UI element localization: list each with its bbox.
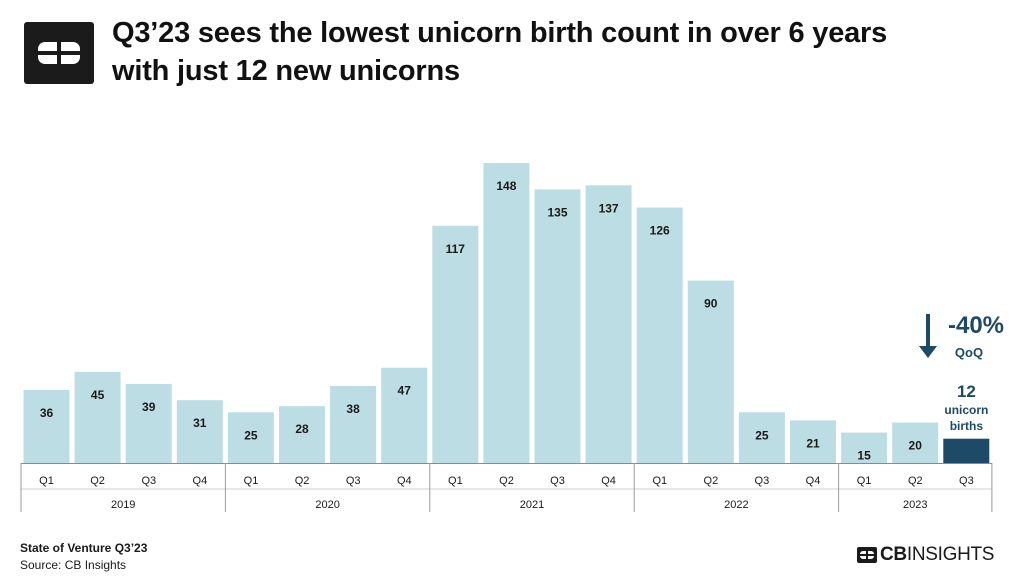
cb-insights-brand: CBINSIGHTS [857,544,994,566]
bar-value-label: 36 [40,406,54,420]
chart-title-line1: Q3’23 sees the lowest unicorn birth coun… [112,17,888,49]
bar [585,185,632,464]
bar [841,432,888,463]
highlight-value: 12 [957,382,976,401]
year-label: 2019 [111,499,135,511]
bar-value-label: 90 [704,297,718,311]
bar-value-label: 39 [142,400,156,414]
bar-value-label: 28 [295,422,309,436]
x-tick-label: Q2 [90,475,105,487]
x-tick-label: Q4 [806,475,821,487]
footer-source: Source: CB Insights [20,558,127,572]
bar-value-label: 38 [346,402,360,416]
bar-value-label: 137 [599,201,619,215]
bar-value-label: 117 [446,242,466,256]
qoq-change-value: -40% [948,312,1004,339]
x-tick-label: Q4 [193,475,208,487]
x-tick-label: Q1 [857,475,872,487]
qoq-change-label: QoQ [955,345,983,360]
bar-value-label: 20 [909,439,923,453]
bar-value-label: 47 [398,384,412,398]
x-tick-label: Q3 [141,475,156,487]
bar-value-label: 25 [244,428,258,442]
cb-brand-mark-icon [857,547,877,563]
highlight-label-line2: births [950,419,984,433]
x-tick-label: Q3 [550,475,565,487]
cb-logo-icon [24,22,94,84]
bar-value-label: 135 [547,205,567,219]
chart-title-line2: with just 12 new unicorns [112,55,460,87]
bar-value-label: 31 [193,416,207,430]
bar [738,412,785,463]
bar [74,371,121,463]
x-tick-label: Q2 [704,475,719,487]
bar [227,412,274,463]
x-tick-label: Q1 [244,475,259,487]
bar [125,383,172,463]
bar-value-label: 45 [91,388,105,402]
bar [279,406,325,463]
bar [636,207,683,463]
bar [790,420,836,463]
bar [432,225,479,463]
x-tick-label: Q4 [397,475,412,487]
bar [687,280,734,463]
footer-subtitle: State of Venture Q3’23 [20,541,148,555]
year-label: 2022 [724,499,748,511]
x-tick-label: Q1 [39,475,54,487]
highlight-label-line1: unicorn [944,403,988,417]
bar [330,386,377,463]
x-tick-label: Q2 [908,475,923,487]
year-label: 2023 [903,499,927,511]
bar [381,367,428,463]
bar [534,189,581,463]
cb-insights-wordmark: CBINSIGHTS [880,544,995,565]
x-tick-label: Q2 [295,475,310,487]
year-label: 2021 [520,499,544,511]
bar [943,438,990,463]
x-tick-label: Q3 [346,475,361,487]
bar-value-label: 15 [857,449,871,463]
bar-value-label: 148 [496,179,516,193]
bar-value-label: 21 [806,436,820,450]
bar-value-label: 126 [650,224,670,238]
x-tick-label: Q2 [499,475,514,487]
bar [23,390,70,463]
down-arrow-icon-head [919,346,937,358]
bar [176,400,223,463]
x-tick-label: Q3 [959,475,974,487]
year-label: 2020 [315,499,339,511]
x-tick-label: Q3 [755,475,770,487]
bar [483,163,530,463]
chart-title: Q3’23 sees the lowest unicorn birth coun… [112,14,992,90]
x-tick-label: Q1 [448,475,463,487]
x-tick-label: Q1 [652,475,667,487]
bar-value-label: 25 [755,428,769,442]
x-tick-label: Q4 [601,475,616,487]
bar [892,422,939,463]
